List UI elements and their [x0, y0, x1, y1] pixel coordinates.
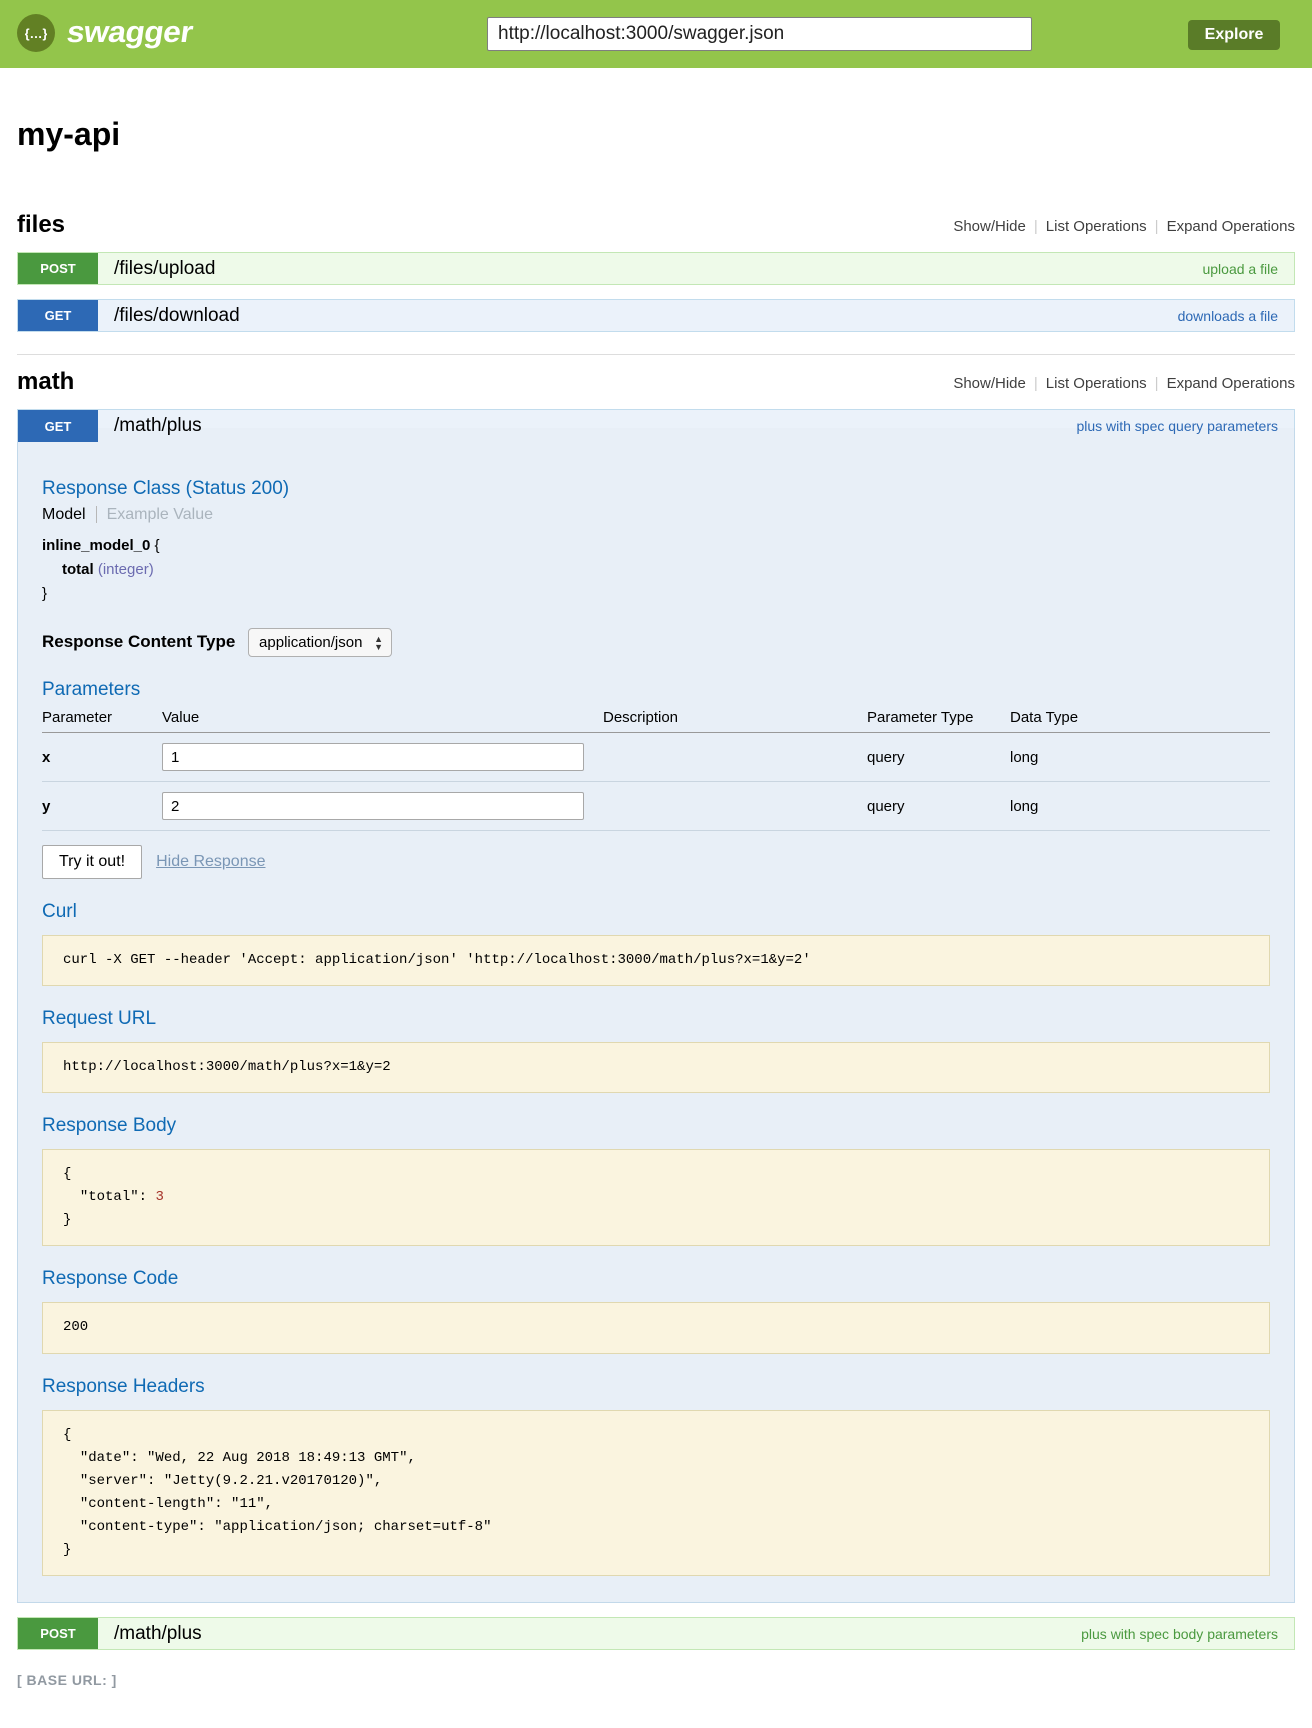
- svg-text:{…}: {…}: [25, 26, 47, 41]
